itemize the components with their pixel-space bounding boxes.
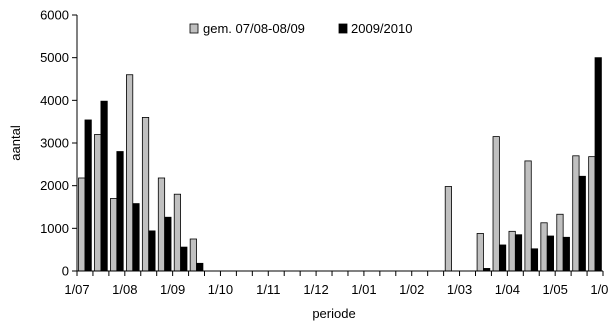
x-tick-label: 1/12: [303, 282, 328, 297]
x-tick-label: 1/04: [495, 282, 520, 297]
bar-gem: [492, 136, 500, 272]
legend: gem. 07/08-08/09 2009/2010: [189, 21, 412, 36]
y-axis-ticks: 0 1000 2000 3000 4000 5000 6000: [40, 8, 77, 279]
bar-gem: [540, 222, 548, 272]
bar-gem: [572, 155, 580, 272]
y-tick-label: 6000: [40, 8, 69, 23]
bar-2009-2010: [578, 175, 586, 272]
bar-gem: [78, 177, 86, 272]
bar-gem: [524, 160, 532, 272]
bar-gem: [476, 233, 484, 272]
legend-swatch-2009-2010: [338, 23, 348, 34]
bar-gem: [141, 117, 150, 272]
y-tick-label: 2000: [40, 178, 69, 193]
bar-2009-2010: [84, 119, 92, 272]
bar-gem: [588, 156, 596, 272]
bar-gem: [173, 193, 182, 272]
x-tick-label: 1/09: [160, 282, 185, 297]
bar-gem: [94, 134, 102, 272]
bar-2009-2010: [562, 236, 570, 272]
y-tick-label: 4000: [40, 93, 69, 108]
bar-2009-2010: [180, 246, 188, 272]
x-tick-label: 1/01: [351, 282, 376, 297]
bars-layer: [78, 57, 602, 272]
x-tick-label: 1/07: [64, 282, 89, 297]
bar-gem: [444, 186, 452, 272]
legend-swatch-gem: [189, 23, 199, 34]
bar-2009-2010: [100, 100, 108, 272]
bar-2009-2010: [530, 248, 539, 272]
bar-gem: [556, 213, 564, 272]
bar-2009-2010: [514, 234, 523, 272]
bar-2009-2010: [594, 57, 602, 272]
y-tick-label: 1000: [40, 221, 69, 236]
x-axis-ticks: 1/07 1/08 1/09 1/10 1/11 1/12 1/01 1/02 1/03 1/04…: [64, 271, 608, 297]
bar-2009-2010: [164, 216, 172, 272]
y-tick-label: 3000: [40, 136, 69, 151]
bar-gem: [157, 177, 166, 272]
x-tick-label: 1/10: [208, 282, 233, 297]
y-tick-label: 0: [62, 264, 69, 279]
x-tick-label: 1/06: [590, 282, 608, 297]
bar-2009-2010: [132, 203, 140, 272]
x-tick-label: 1/08: [112, 282, 137, 297]
x-tick-label: 1/11: [256, 282, 280, 297]
x-tick-label: 1/02: [399, 282, 424, 297]
legend-label-2009-2010: 2009/2010: [351, 21, 412, 36]
bar-gem: [508, 230, 516, 272]
bar-2009-2010: [546, 235, 554, 272]
legend-label-gem: gem. 07/08-08/09: [203, 21, 305, 36]
y-tick-label: 5000: [40, 50, 69, 65]
bar-gem: [110, 198, 118, 272]
y-axis-label: aantal: [8, 125, 23, 161]
bar-2009-2010: [498, 244, 507, 272]
bar-gem: [189, 238, 197, 272]
bar-2009-2010: [148, 230, 156, 272]
x-axis-label: periode: [312, 306, 355, 321]
bar-2009-2010: [116, 151, 124, 272]
x-tick-label: 1/05: [543, 282, 568, 297]
x-tick-label: 1/03: [447, 282, 472, 297]
bar-gem: [126, 74, 134, 272]
bar-2009-2010: [196, 262, 204, 272]
